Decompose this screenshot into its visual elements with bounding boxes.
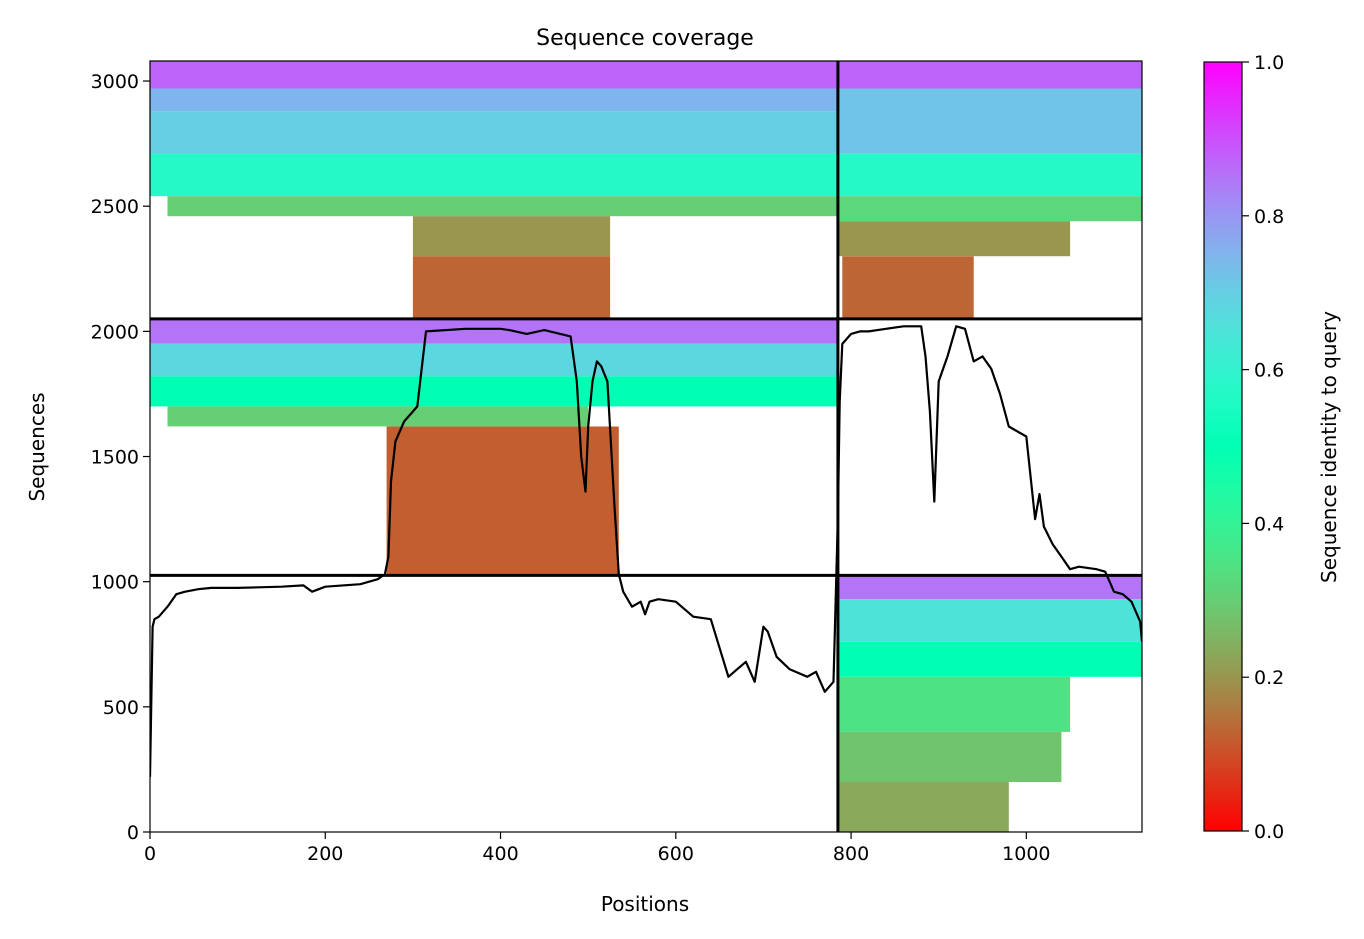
- heatmap-band: [150, 88, 838, 111]
- x-tick-label: 200: [307, 843, 343, 865]
- heatmap-band: [837, 88, 1142, 154]
- y-tick-label: 2000: [91, 321, 139, 343]
- heatmap-band: [150, 153, 838, 197]
- heatmap-band: [842, 256, 974, 319]
- colorbar-label: Sequence identity to query: [1317, 311, 1341, 583]
- x-axis-label: Positions: [601, 892, 689, 916]
- plot-frame: [149, 60, 1143, 833]
- heatmap-band: [150, 376, 838, 407]
- colorbar-tick-label: 1.0: [1254, 52, 1284, 74]
- colorbar-tick-label: 0.8: [1254, 206, 1284, 228]
- heatmap-band: [837, 575, 1142, 600]
- heatmap-band: [412, 256, 611, 319]
- y-tick-label: 1500: [91, 447, 139, 469]
- colorbar-frame: [1203, 61, 1243, 832]
- heatmap: [150, 61, 1142, 832]
- x-tick-label: 600: [658, 843, 694, 865]
- heatmap-band: [837, 153, 1142, 197]
- heatmap-band: [386, 426, 619, 576]
- heatmap-band: [150, 111, 838, 154]
- y-axis-label: Sequences: [25, 392, 49, 501]
- colorbar-ticks: 0.0 0.2 0.4 0.6 0.8 1.0: [1242, 52, 1284, 843]
- y-tick-label: 2500: [91, 196, 139, 218]
- heatmap-band: [837, 676, 1071, 732]
- colorbar-fill: [1204, 62, 1242, 831]
- heatmap-band: [167, 406, 589, 427]
- x-tick-label: 800: [833, 843, 869, 865]
- y-tick-label: 3000: [91, 71, 139, 93]
- heatmap-band: [150, 318, 838, 344]
- heatmap-band: [837, 221, 1071, 257]
- heatmap-band: [167, 196, 838, 217]
- colorbar-tick-label: 0.4: [1254, 513, 1284, 535]
- heatmap-band: [837, 196, 1142, 222]
- colorbar-tick-label: 0.0: [1254, 821, 1284, 843]
- x-axis: 0 200 400 600 800 1000: [144, 832, 1051, 865]
- chart-title: Sequence coverage: [536, 26, 754, 51]
- heatmap-band: [837, 731, 1062, 782]
- colorbar-tick-label: 0.2: [1254, 667, 1284, 689]
- heatmap-band: [150, 343, 838, 377]
- heatmap-band: [837, 61, 1142, 89]
- colorbar: 0.0 0.2 0.4 0.6 0.8 1.0 Sequence identity to …: [1203, 52, 1341, 843]
- x-tick-label: 1000: [1002, 843, 1050, 865]
- heatmap-band: [412, 216, 611, 257]
- plot-area: [149, 60, 1143, 833]
- y-tick-label: 1000: [91, 572, 139, 594]
- colorbar-tick-label: 0.6: [1254, 360, 1284, 382]
- heatmap-band: [837, 781, 1009, 832]
- coverage-line: [150, 325, 1142, 777]
- heatmap-band: [150, 61, 838, 89]
- x-tick-label: 0: [144, 843, 156, 865]
- y-tick-label: 0: [127, 822, 139, 844]
- x-tick-label: 400: [482, 843, 518, 865]
- heatmap-band: [837, 641, 1142, 677]
- heatmap-band: [837, 599, 1142, 642]
- y-tick-label: 500: [103, 697, 139, 719]
- y-axis: 0 500 1000 1500 2000 2500 3000: [91, 71, 150, 844]
